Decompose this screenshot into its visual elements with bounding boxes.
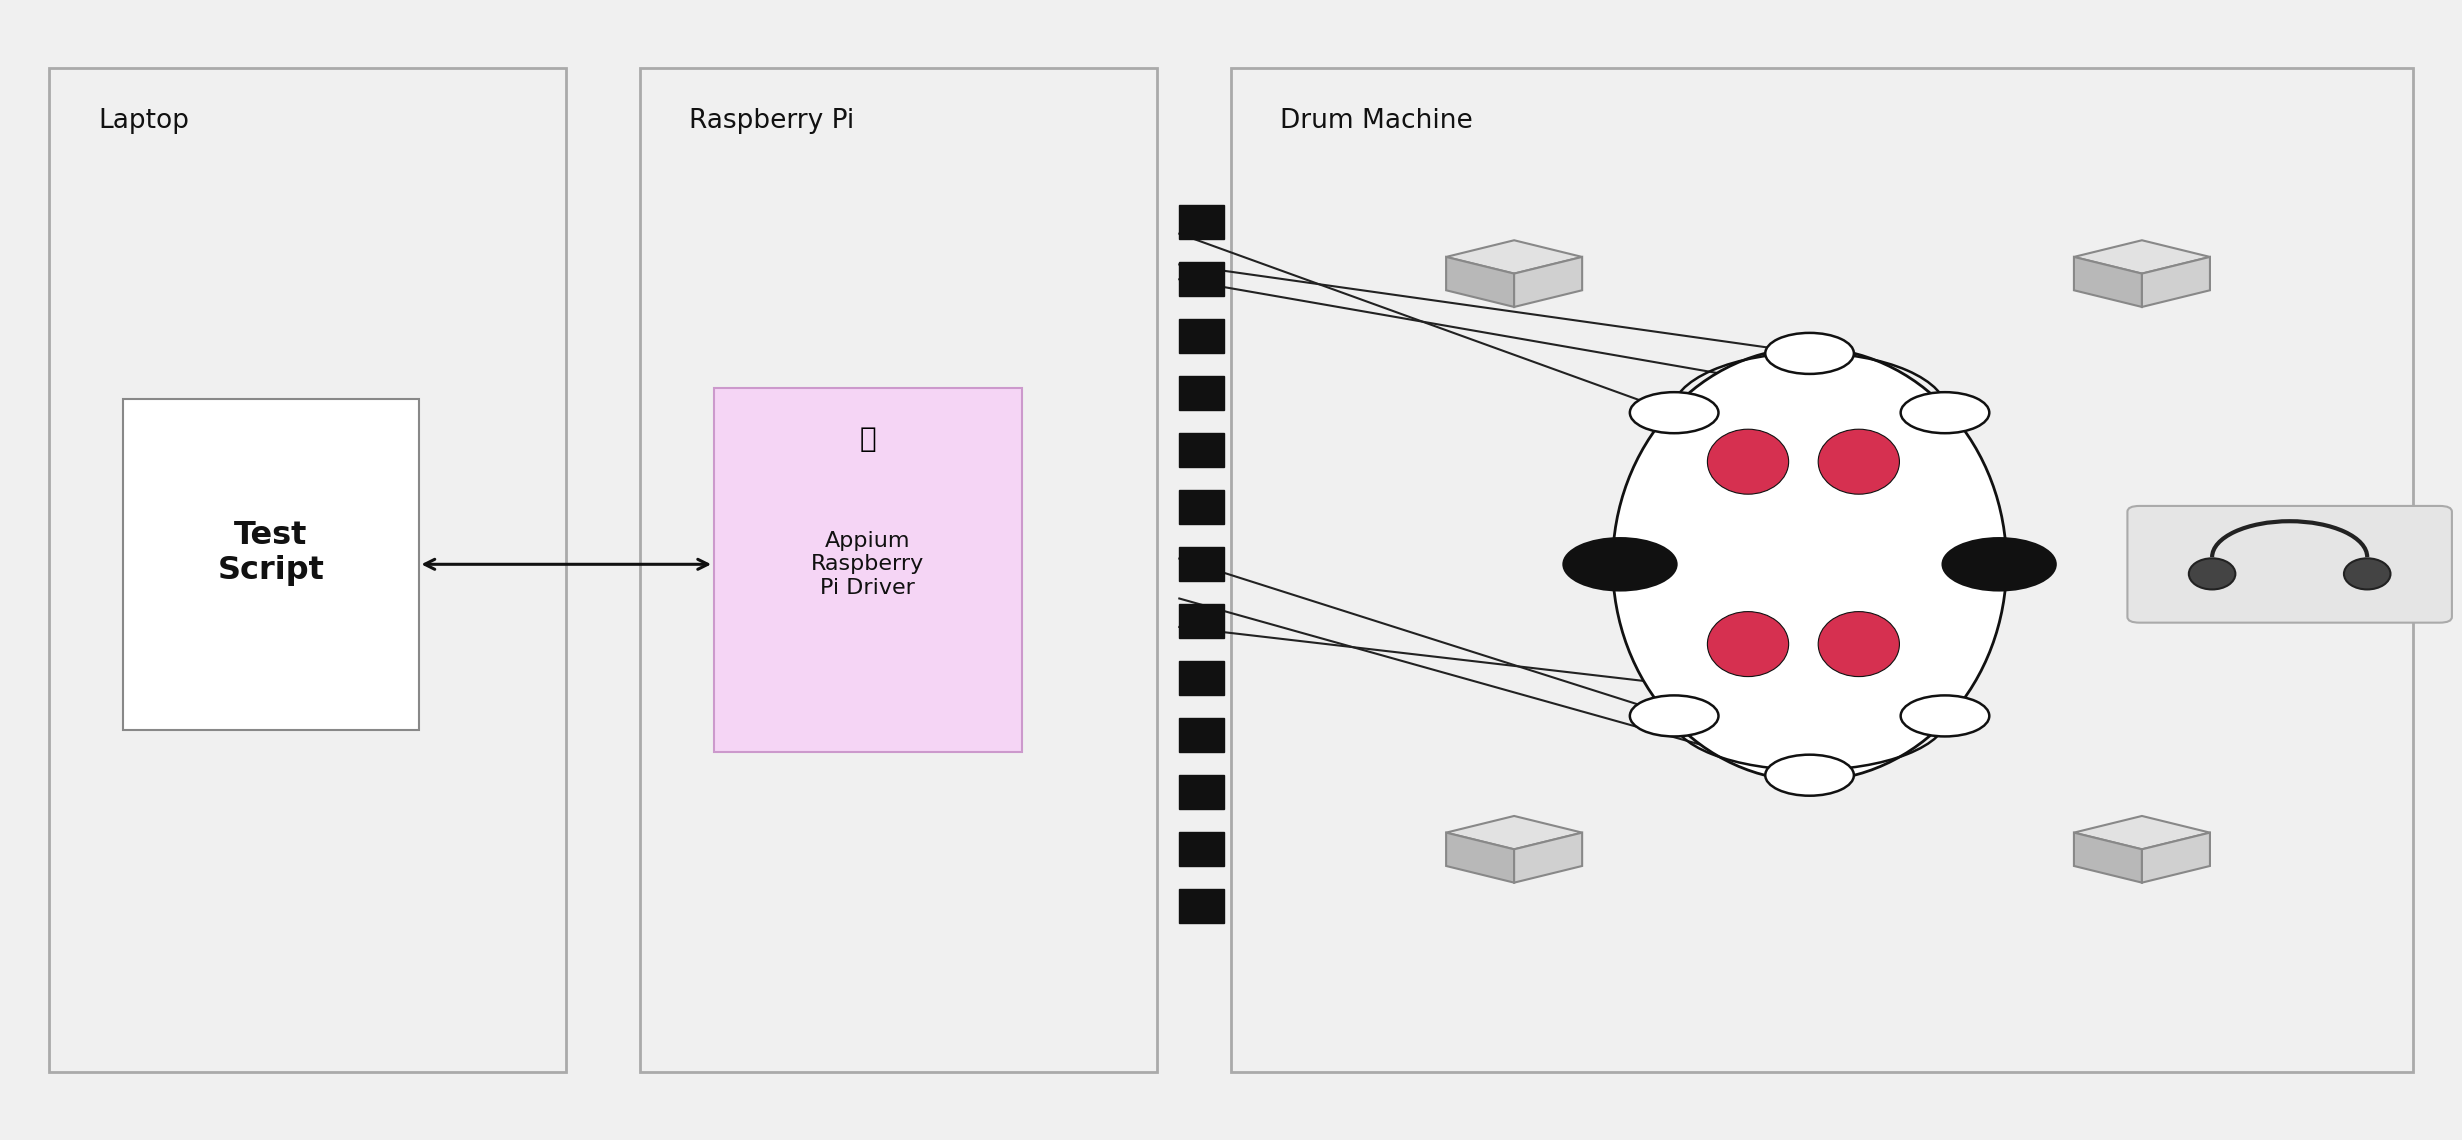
Polygon shape [1179, 319, 1224, 353]
Polygon shape [2142, 256, 2211, 307]
Ellipse shape [1817, 430, 1901, 495]
Polygon shape [1445, 816, 1583, 849]
Polygon shape [2073, 832, 2142, 882]
Polygon shape [1179, 661, 1224, 695]
Polygon shape [1179, 547, 1224, 581]
Ellipse shape [2344, 559, 2391, 589]
Text: Raspberry Pi: Raspberry Pi [689, 108, 854, 135]
FancyBboxPatch shape [640, 68, 1157, 1072]
Text: Drum Machine: Drum Machine [1280, 108, 1472, 135]
Circle shape [1630, 392, 1718, 433]
Ellipse shape [1706, 430, 1787, 495]
Polygon shape [1179, 718, 1224, 752]
Ellipse shape [1706, 611, 1787, 677]
Circle shape [1901, 695, 1989, 736]
FancyBboxPatch shape [714, 388, 1022, 752]
Ellipse shape [1817, 611, 1901, 677]
Polygon shape [1514, 256, 1583, 307]
Polygon shape [1179, 775, 1224, 809]
FancyBboxPatch shape [123, 399, 419, 730]
Circle shape [1563, 538, 1677, 591]
Circle shape [1765, 755, 1854, 796]
Polygon shape [1514, 832, 1583, 882]
Text: Test
Script: Test Script [217, 520, 325, 586]
Circle shape [1943, 538, 2056, 591]
Polygon shape [1179, 889, 1224, 923]
Circle shape [1901, 392, 1989, 433]
Polygon shape [1179, 205, 1224, 239]
Polygon shape [1179, 604, 1224, 638]
Polygon shape [1179, 433, 1224, 467]
Ellipse shape [2189, 559, 2235, 589]
Polygon shape [2142, 832, 2211, 882]
Polygon shape [1445, 241, 1583, 274]
Polygon shape [1445, 256, 1514, 307]
Polygon shape [1179, 262, 1224, 296]
Text: Laptop: Laptop [98, 108, 190, 135]
Polygon shape [2073, 816, 2211, 849]
Polygon shape [1179, 376, 1224, 410]
Circle shape [1765, 333, 1854, 374]
Polygon shape [1179, 832, 1224, 866]
Polygon shape [2073, 241, 2211, 274]
Text: 🍰: 🍰 [859, 425, 876, 453]
Text: Appium
Raspberry
Pi Driver: Appium Raspberry Pi Driver [812, 531, 923, 597]
Polygon shape [1179, 490, 1224, 524]
FancyBboxPatch shape [2127, 506, 2452, 622]
Polygon shape [1445, 832, 1514, 882]
FancyBboxPatch shape [49, 68, 566, 1072]
Polygon shape [2073, 256, 2142, 307]
FancyBboxPatch shape [1231, 68, 2413, 1072]
Circle shape [1630, 695, 1718, 736]
Ellipse shape [1613, 348, 2007, 781]
